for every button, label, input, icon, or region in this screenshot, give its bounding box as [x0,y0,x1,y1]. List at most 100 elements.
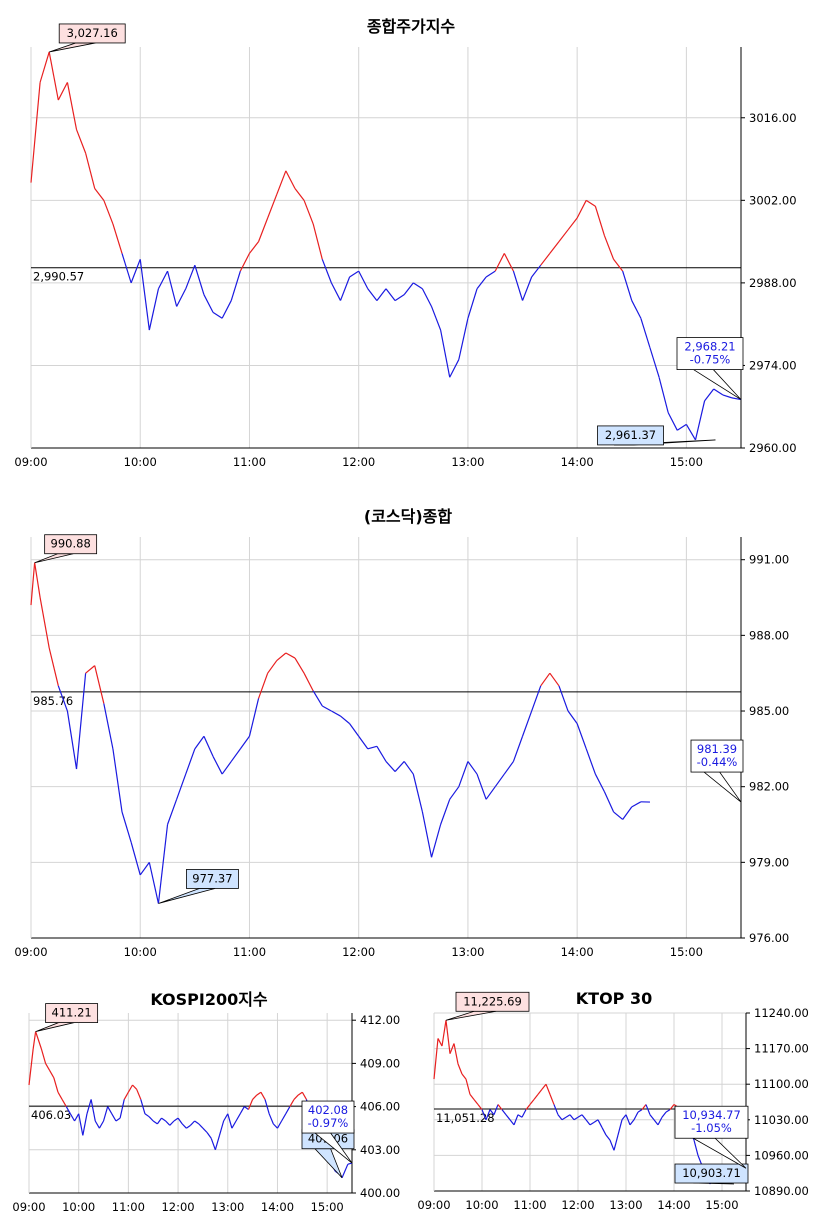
x-tick-label: 10:00 [124,945,157,959]
series-line-segment [545,1083,551,1095]
series-line-segment [94,1120,100,1129]
series-line-segment [394,294,405,302]
series-line-segment [260,1091,266,1100]
series-line-segment [103,703,114,749]
high-callout-text: 11,225.69 [463,994,522,1008]
series-line-segment [649,347,660,378]
series-line-segment [481,1109,487,1121]
series-line-segment [212,311,223,319]
series-line-segment [603,791,615,813]
series-line-segment [223,1113,229,1122]
y-tick-label: 11240.00 [754,1006,809,1020]
series-line-segment [257,672,269,699]
close-callout-box [676,337,744,370]
y-tick-label: 10890.00 [754,1184,809,1198]
kosdaq-chart-panel: (코스닥)종합 09:00 10:00 11:00 12:00 13:00 14:00 15… [14,507,789,959]
series-line-segment [667,412,678,431]
series-line-segment [449,1043,455,1054]
x-tick-label: 13:00 [609,1198,642,1212]
x-tick-label: 15:00 [705,1198,738,1212]
series-line-segment [293,1094,299,1100]
series-line-segment [533,1094,539,1100]
series-line-segment [53,1077,59,1093]
series-line-segment [39,51,50,83]
series-line-segment [467,288,478,319]
close-callout-text: -0.44% [697,755,738,769]
close-callout-box [301,1100,355,1134]
series-line-segment [86,1099,92,1114]
series-line-segment [139,861,150,876]
series-line-segment [341,1163,349,1178]
series-line-segment [445,1020,451,1054]
series-line-segment [32,1031,37,1050]
high-callout-text: 990.88 [51,537,91,551]
y-tick-label: 409.00 [360,1056,400,1070]
series-line-segment [503,761,514,775]
series-line-segment [202,1127,208,1133]
series-line-segment [28,1048,34,1086]
series-line-segment [61,1099,67,1107]
series-line-segment [549,672,560,687]
series-line-segment [243,1106,249,1110]
series-line-segment [276,170,287,195]
series-line-segment [94,188,105,201]
series-line-segment [558,229,569,242]
series-line-segment [185,264,196,289]
series-line-segment [605,1134,611,1141]
series-line-segment [267,660,278,674]
series-line-segment [258,217,269,242]
series-line-segment [589,1121,595,1126]
series-line-segment [203,735,214,757]
series-line-segment [165,1120,171,1126]
reference-label: 985.76 [33,694,73,708]
series-line-segment [722,394,733,399]
series-line-segment [303,672,314,692]
series-line-segment [485,1109,491,1121]
series-line-segment [577,1114,583,1118]
series-line-segment [74,1113,80,1122]
high-callout-box [45,1003,99,1023]
series-line-segment [694,400,706,441]
series-line-segment [376,746,387,762]
kospi-chart-title: 종합주가지수 [367,17,456,36]
series-line-segment [512,736,524,762]
series-line-segment [505,1114,511,1121]
series-line-segment [461,1073,467,1080]
series-line-segment [458,318,469,360]
series-line-segment [297,1091,303,1096]
series-line-segment [549,1094,555,1105]
series-line-segment [521,710,533,737]
series-line-segment [676,423,687,431]
close-callout-text: -0.97% [308,1116,349,1130]
series-line-segment [248,241,260,254]
series-line-segment [657,1116,663,1126]
series-line-segment [294,657,305,674]
series-line-segment [609,1139,615,1151]
x-tick-label: 11:00 [112,1200,145,1214]
series-line-segment [256,1091,262,1096]
series-line-segment [194,265,205,295]
series-line-segment [476,773,487,800]
series-line-segment [123,1091,129,1100]
reference-label: 406.03 [31,1108,71,1122]
series-line-segment [276,1120,283,1129]
ktop30-chart-title: KTOP 30 [576,989,652,1008]
y-tick-label: 403.00 [360,1143,400,1157]
x-tick-label: 12:00 [342,455,375,469]
series-line-segment [617,1119,623,1136]
series-line-segment [157,824,169,904]
series-line-segment [82,1113,88,1136]
reference-label: 11,051.28 [436,1111,495,1125]
series-line-segment [247,1099,254,1110]
series-line-segment [90,1099,96,1122]
series-line-segment [321,259,332,284]
series-line-segment [603,235,615,260]
series-line-segment [157,270,169,290]
series-line-segment [437,1038,443,1047]
series-line-segment [161,1117,166,1122]
series-line-segment [412,282,423,290]
close-callout-text: -0.75% [690,353,731,367]
series-line-segment [549,241,560,254]
series-line-segment [467,761,478,775]
series-line-segment [119,1099,125,1119]
